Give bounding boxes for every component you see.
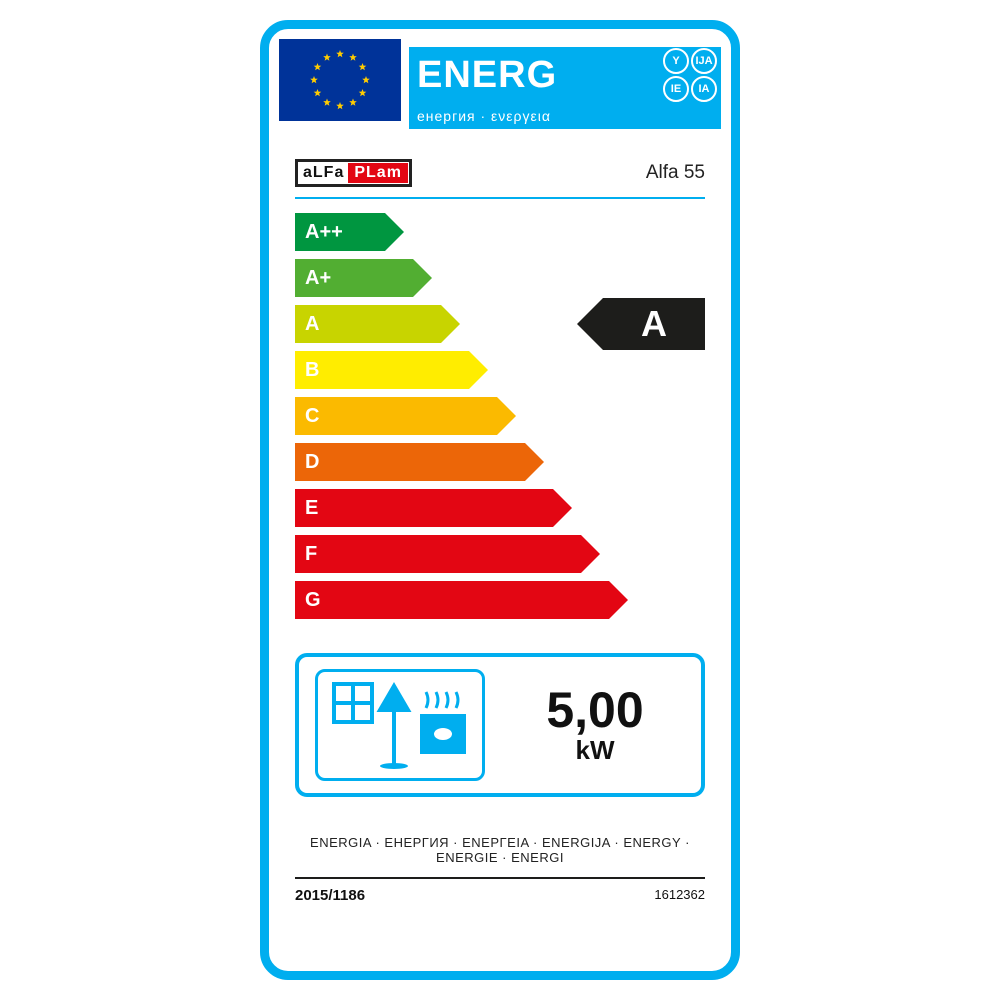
footer-energy-words: ENERGIA · ЕНЕРГИЯ · ΕΝΕΡΓΕΙΑ · ENERGIJA …: [295, 835, 705, 865]
lang-circle: IE: [663, 76, 689, 102]
efficiency-scale: A A++A+ABCDEFG: [269, 213, 731, 633]
lang-circle: Y: [663, 48, 689, 74]
rating-badge: A: [603, 298, 705, 350]
class-arrow-label: A++: [305, 221, 343, 244]
class-arrow-A+: A+: [295, 259, 413, 297]
header-banner: ENERG Y IJA IE IA енергия · ενεργεια: [269, 29, 731, 137]
class-arrow-A++: A++: [295, 213, 385, 251]
power-output-box: 5,00 kW: [295, 653, 705, 797]
rating-letter: A: [641, 303, 667, 345]
power-value-block: 5,00 kW: [505, 685, 685, 766]
class-arrow-C: C: [295, 397, 497, 435]
footer-divider: [295, 877, 705, 879]
language-suffix-circles: Y IJA IE IA: [663, 48, 717, 102]
logo-part-1: aLFa: [299, 163, 348, 183]
power-number: 5,00: [505, 685, 685, 735]
energ-word: ENERG: [417, 54, 657, 97]
class-arrow-D: D: [295, 443, 525, 481]
class-arrow-label: B: [305, 359, 319, 382]
class-arrow-A: A: [295, 305, 441, 343]
brand-row: aLFa PLam Alfa 55: [269, 137, 731, 193]
class-arrow-label: E: [305, 497, 318, 520]
header-text-block: ENERG Y IJA IE IA енергия · ενεργεια: [409, 39, 721, 137]
class-arrow-F: F: [295, 535, 581, 573]
header-subtitle: енергия · ενεργεια: [409, 103, 721, 129]
energy-label: ENERG Y IJA IE IA енергия · ενεργεια aLF…: [260, 20, 740, 980]
class-arrow-label: A+: [305, 267, 331, 290]
class-arrow-E: E: [295, 489, 553, 527]
class-arrow-label: F: [305, 543, 317, 566]
regulation-code: 2015/1186: [295, 887, 365, 904]
header-title-row: ENERG Y IJA IE IA: [409, 47, 721, 103]
heater-pictograms: [315, 669, 485, 781]
footer-codes: 2015/1186 1612362: [269, 883, 731, 916]
divider-line: [295, 197, 705, 199]
class-arrow-label: C: [305, 405, 319, 428]
serial-code: 1612362: [654, 887, 705, 904]
class-arrow-G: G: [295, 581, 609, 619]
class-arrow-B: B: [295, 351, 469, 389]
class-arrow-label: G: [305, 589, 321, 612]
eu-flag-icon: [279, 39, 401, 121]
power-unit: kW: [505, 735, 685, 766]
manufacturer-logo: aLFa PLam: [295, 159, 412, 187]
class-arrow-label: D: [305, 451, 319, 474]
class-arrow-label: A: [305, 313, 319, 336]
logo-part-2: PLam: [348, 163, 408, 183]
model-name: Alfa 55: [646, 162, 705, 184]
lang-circle: IA: [691, 76, 717, 102]
lang-circle: IJA: [691, 48, 717, 74]
